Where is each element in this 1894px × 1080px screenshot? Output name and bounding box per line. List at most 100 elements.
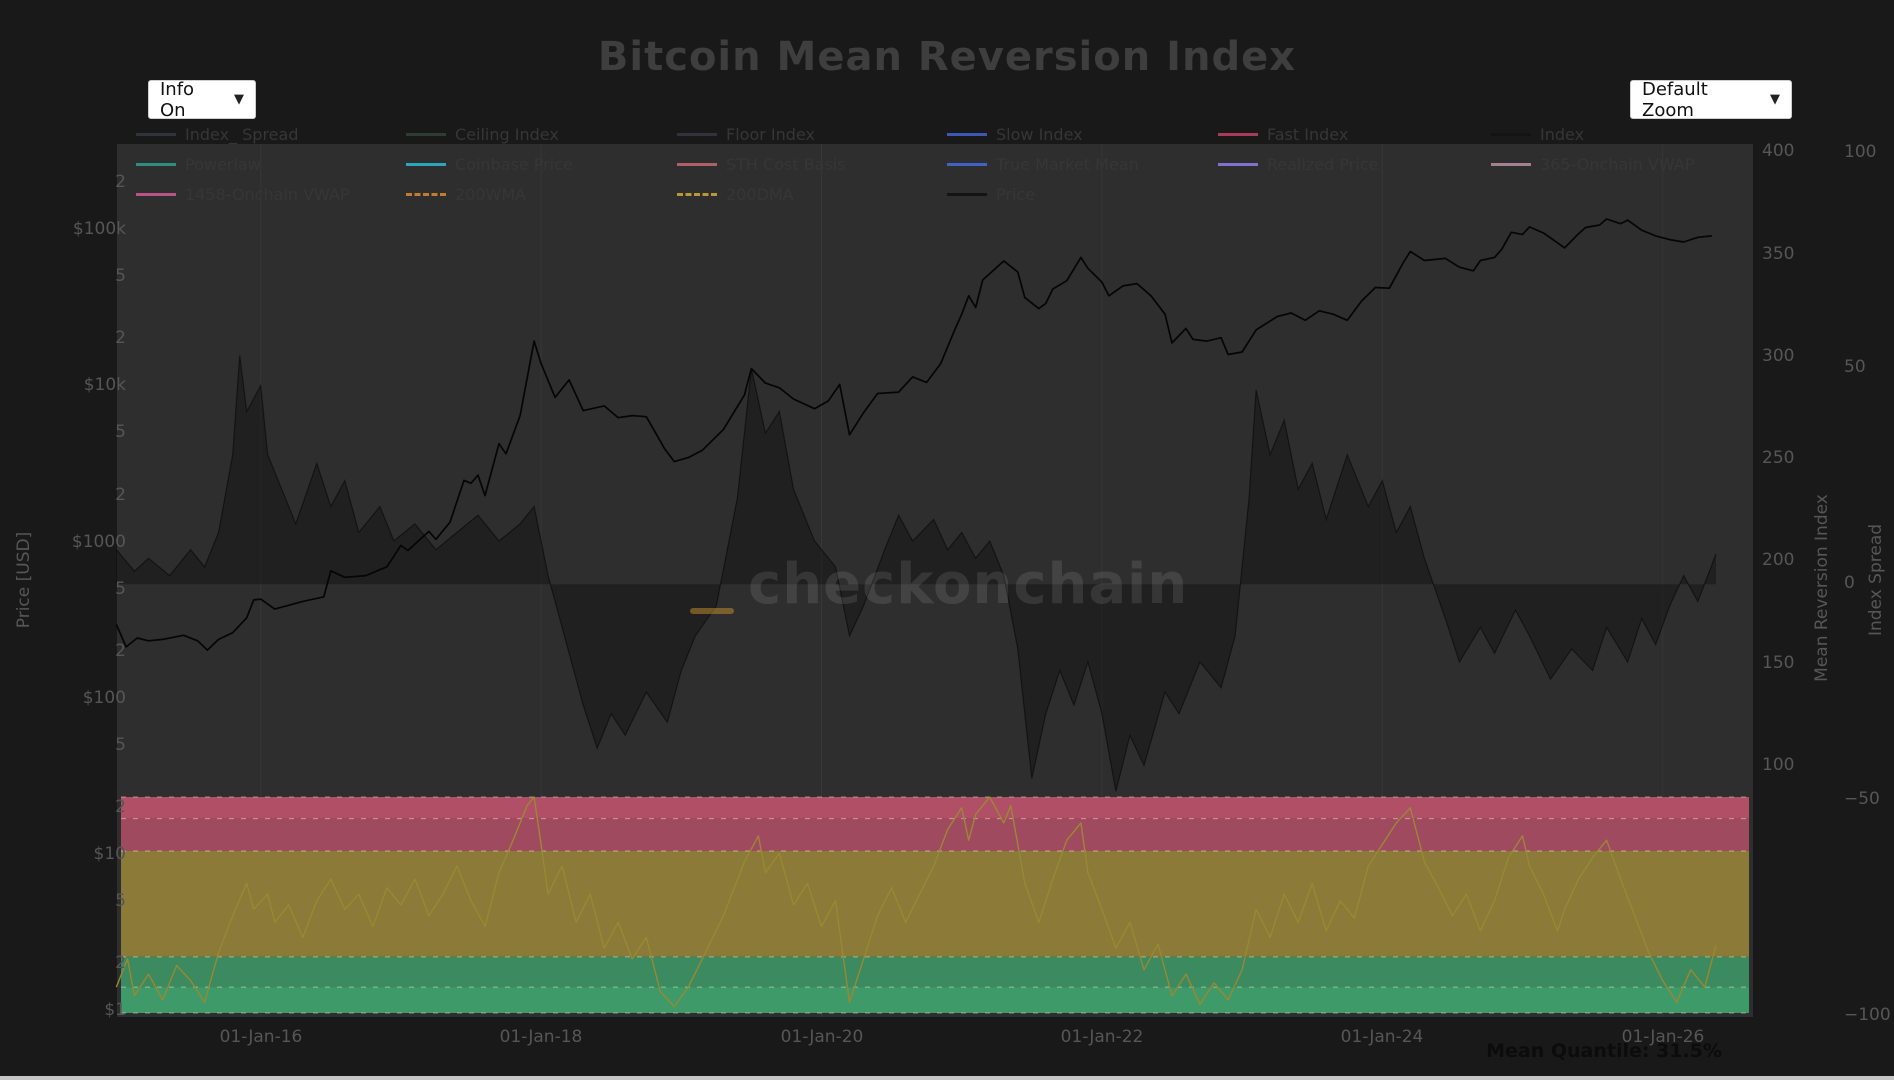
legend-label: Price xyxy=(996,184,1036,204)
info-dropdown[interactable]: Info On ▼ xyxy=(148,78,256,121)
legend-item[interactable]: Fast Index xyxy=(1218,124,1348,144)
legend-label: Realized Price xyxy=(1267,154,1379,174)
legend-swatch xyxy=(677,162,717,166)
price-tick-label: $10 xyxy=(93,844,126,864)
legend-swatch xyxy=(1491,162,1531,166)
legend-item[interactable]: Index xyxy=(1491,124,1584,144)
legend-swatch xyxy=(947,162,987,166)
price-tick-label: 5 xyxy=(115,891,126,911)
x-tick-label: 01-Jan-26 xyxy=(1621,1027,1705,1047)
mri-tick-label: 200 xyxy=(1762,550,1795,570)
legend-label: Ceiling Index xyxy=(455,124,559,144)
mri-tick-label: 300 xyxy=(1762,346,1795,366)
chevron-down-icon: ▼ xyxy=(234,92,244,107)
chevron-down-icon: ▼ xyxy=(1770,92,1780,107)
legend-label: True Market Mean xyxy=(996,154,1139,174)
legend-label: 200DMA xyxy=(726,184,794,204)
quantile-band xyxy=(121,797,1749,819)
x-tick-label: 01-Jan-22 xyxy=(1060,1027,1144,1047)
legend-item[interactable]: Realized Price xyxy=(1218,154,1378,174)
zoom-dropdown-value: Default Zoom xyxy=(1642,78,1708,121)
price-line xyxy=(115,218,1712,651)
price-tick-label: 2 xyxy=(115,485,126,505)
price-tick-label: 5 xyxy=(115,266,126,286)
legend-swatch xyxy=(136,192,176,196)
spread-tick-label: 50 xyxy=(1844,357,1866,377)
price-tick-label: 2 xyxy=(115,953,126,973)
x-tick-label: 01-Jan-16 xyxy=(219,1027,303,1047)
legend-swatch xyxy=(1218,162,1258,166)
legend-swatch xyxy=(677,192,717,196)
quantile-band xyxy=(121,851,1749,957)
spread-axis-title: Index Spread xyxy=(1866,523,1886,637)
legend-item[interactable]: 1458-Onchain VWAP xyxy=(136,184,350,204)
legend-swatch xyxy=(406,192,446,196)
legend-swatch xyxy=(136,132,176,136)
info-dropdown-value: Info On xyxy=(160,78,195,121)
legend-label: 365-Onchain VWAP xyxy=(1540,154,1695,174)
legend-swatch xyxy=(947,192,987,196)
bottom-scroll-edge xyxy=(0,1076,1894,1080)
price-tick-label: 5 xyxy=(115,422,126,442)
legend-label: Powerlaw xyxy=(185,154,261,174)
legend-item[interactable]: STH Cost Basis xyxy=(677,154,846,174)
mri-tick-label: 150 xyxy=(1762,653,1795,673)
legend-swatch xyxy=(136,162,176,166)
legend-label: 1458-Onchain VWAP xyxy=(185,184,350,204)
legend-label: Fast Index xyxy=(1267,124,1349,144)
legend-item[interactable]: 200WMA xyxy=(406,184,526,204)
legend-item[interactable]: 365-Onchain VWAP xyxy=(1491,154,1694,174)
quantile-band xyxy=(121,987,1749,1013)
price-tick-label: $1 xyxy=(104,1000,126,1020)
quantile-band xyxy=(121,956,1749,988)
legend-item[interactable]: Powerlaw xyxy=(136,154,261,174)
mri-tick-label: 400 xyxy=(1762,141,1795,161)
legend-swatch xyxy=(406,162,446,166)
zoom-dropdown[interactable]: Default Zoom ▼ xyxy=(1630,78,1792,121)
legend-label: Floor Index xyxy=(726,124,815,144)
price-axis-title: Price [USD] xyxy=(14,531,34,629)
price-tick-label: $100k xyxy=(72,219,126,239)
price-tick-label: 2 xyxy=(115,328,126,348)
legend-item[interactable]: Index_ Spread xyxy=(136,124,298,144)
price-tick-label: $1000 xyxy=(71,532,126,552)
spread-tick-label: 100 xyxy=(1844,142,1877,162)
legend-item[interactable]: Ceiling Index xyxy=(406,124,559,144)
mri-axis-title: Mean Reversion Index xyxy=(1812,494,1832,682)
mean-quantile-line xyxy=(115,796,1717,1008)
legend-label: Coinbase Price xyxy=(455,154,573,174)
price-tick-label: 2 xyxy=(115,797,126,817)
legend-swatch xyxy=(677,132,717,136)
legend-label: 200WMA xyxy=(455,184,527,204)
mri-tick-label: 350 xyxy=(1762,244,1795,264)
price-tick-label: $10k xyxy=(83,375,126,395)
legend-item[interactable]: True Market Mean xyxy=(947,154,1139,174)
price-tick-label: 2 xyxy=(115,172,126,192)
price-tick-label: 2 xyxy=(115,641,126,661)
legend-swatch xyxy=(406,132,446,136)
legend-item[interactable]: 200DMA xyxy=(677,184,794,204)
mri-tick-label: 250 xyxy=(1762,448,1795,468)
spread-tick-label: −50 xyxy=(1844,789,1880,809)
mri-tick-label: 100 xyxy=(1762,755,1795,775)
legend-swatch xyxy=(1218,132,1258,136)
index-spread-line xyxy=(115,355,1717,792)
legend-swatch xyxy=(947,132,987,136)
price-tick-label: $100 xyxy=(82,688,126,708)
page-title: Bitcoin Mean Reversion Index xyxy=(597,34,1297,80)
index-spread-area xyxy=(116,355,1716,792)
price-tick-label: 5 xyxy=(115,579,126,599)
legend-label: Slow Index xyxy=(996,124,1083,144)
x-tick-label: 01-Jan-18 xyxy=(499,1027,583,1047)
legend-item[interactable]: Coinbase Price xyxy=(406,154,573,174)
quantile-band xyxy=(121,818,1749,851)
spread-tick-label: 0 xyxy=(1844,573,1855,593)
mean-quantile-annotation: Mean Quantile: 31.5% xyxy=(1486,1040,1722,1062)
price-tick-label: 5 xyxy=(115,735,126,755)
legend-item[interactable]: Price xyxy=(947,184,1035,204)
legend-item[interactable]: Slow Index xyxy=(947,124,1083,144)
legend-item[interactable]: Floor Index xyxy=(677,124,815,144)
spread-tick-label: −100 xyxy=(1844,1005,1891,1025)
